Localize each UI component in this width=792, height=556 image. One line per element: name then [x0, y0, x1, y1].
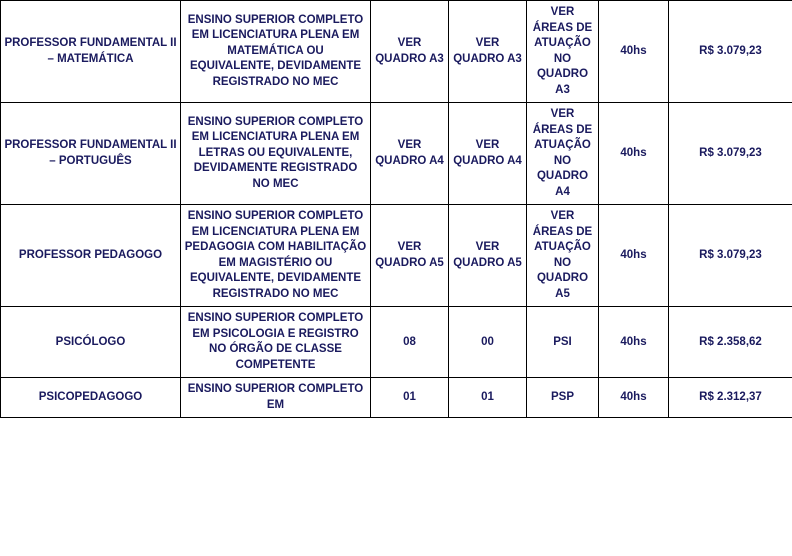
cell-requirement: ENSINO SUPERIOR COMPLETO EM LICENCIATURA… [181, 103, 371, 205]
table-row: PSICOPEDAGOGO ENSINO SUPERIOR COMPLETO E… [1, 378, 792, 418]
cell-col3: 08 [371, 307, 449, 378]
cell-col4: 01 [449, 378, 527, 418]
table-row: PROFESSOR FUNDAMENTAL II – PORTUGUÊS ENS… [1, 103, 792, 205]
cell-requirement: ENSINO SUPERIOR COMPLETO EM LICENCIATURA… [181, 205, 371, 307]
cell-salary: R$ 3.079,23 [669, 205, 792, 307]
cell-salary: R$ 3.079,23 [669, 103, 792, 205]
cell-area: VER ÁREAS DE ATUAÇÃO NO QUADRO A5 [527, 205, 599, 307]
cell-hours: 40hs [599, 103, 669, 205]
cell-hours: 40hs [599, 378, 669, 418]
table-row: PSICÓLOGO ENSINO SUPERIOR COMPLETO EM PS… [1, 307, 792, 378]
cell-col4: VER QUADRO A3 [449, 1, 527, 103]
cell-requirement: ENSINO SUPERIOR COMPLETO EM PSICOLOGIA E… [181, 307, 371, 378]
cell-position: PROFESSOR FUNDAMENTAL II – PORTUGUÊS [1, 103, 181, 205]
cell-hours: 40hs [599, 205, 669, 307]
cell-col4: VER QUADRO A5 [449, 205, 527, 307]
cell-area: VER ÁREAS DE ATUAÇÃO NO QUADRO A3 [527, 1, 599, 103]
cell-requirement: ENSINO SUPERIOR COMPLETO EM [181, 378, 371, 418]
cell-area: PSP [527, 378, 599, 418]
table-body: PROFESSOR FUNDAMENTAL II – MATEMÁTICA EN… [1, 1, 792, 418]
cell-col4: 00 [449, 307, 527, 378]
cell-col4: VER QUADRO A4 [449, 103, 527, 205]
cell-position: PROFESSOR PEDAGOGO [1, 205, 181, 307]
cell-area: PSI [527, 307, 599, 378]
cell-col3: VER QUADRO A4 [371, 103, 449, 205]
cell-hours: 40hs [599, 1, 669, 103]
cell-salary: R$ 2.312,37 [669, 378, 792, 418]
cell-col3: VER QUADRO A5 [371, 205, 449, 307]
cell-area: VER ÁREAS DE ATUAÇÃO NO QUADRO A4 [527, 103, 599, 205]
cell-position: PSICOPEDAGOGO [1, 378, 181, 418]
cell-col3: 01 [371, 378, 449, 418]
cell-salary: R$ 3.079,23 [669, 1, 792, 103]
positions-table: PROFESSOR FUNDAMENTAL II – MATEMÁTICA EN… [0, 0, 792, 418]
cell-salary: R$ 2.358,62 [669, 307, 792, 378]
cell-col3: VER QUADRO A3 [371, 1, 449, 103]
cell-hours: 40hs [599, 307, 669, 378]
cell-requirement: ENSINO SUPERIOR COMPLETO EM LICENCIATURA… [181, 1, 371, 103]
table-row: PROFESSOR FUNDAMENTAL II – MATEMÁTICA EN… [1, 1, 792, 103]
table-row: PROFESSOR PEDAGOGO ENSINO SUPERIOR COMPL… [1, 205, 792, 307]
cell-position: PSICÓLOGO [1, 307, 181, 378]
cell-position: PROFESSOR FUNDAMENTAL II – MATEMÁTICA [1, 1, 181, 103]
